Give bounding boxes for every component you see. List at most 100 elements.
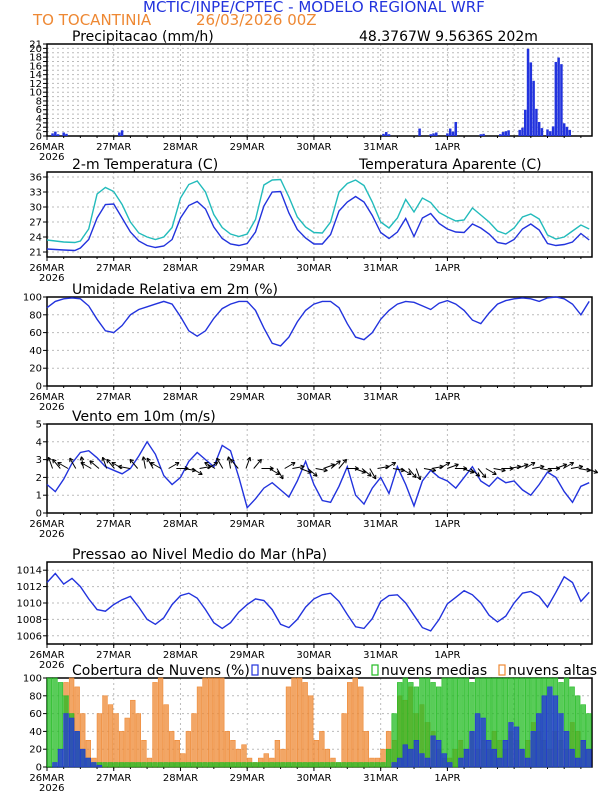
cloud-bar-nuvens-baixas: [469, 731, 475, 768]
cloud-bar-nuvens-baixas: [586, 748, 592, 768]
wind-arrow-head: [484, 473, 487, 478]
cloud-bar-nuvens-medias: [447, 677, 453, 768]
wind-arrow-head: [257, 458, 262, 462]
pressure-ytick-label: 1006: [17, 631, 42, 642]
cloud-bar-nuvens-altas: [102, 695, 108, 768]
cloud-bar-nuvens-medias: [185, 762, 192, 768]
temp-frame: [46, 171, 593, 258]
wind-arrow-head: [493, 470, 497, 475]
cloud-bar-nuvens-altas: [107, 704, 114, 768]
precip-bar: [387, 134, 391, 136]
temp-line-temperatura-aparente-c-: [46, 178, 590, 244]
wind-arrow: [532, 465, 545, 469]
cloud-bar-nuvens-baixas: [91, 762, 97, 768]
precip-ytick-label: 0: [36, 132, 42, 143]
pressure-xtick-label: 27MAR: [96, 650, 131, 661]
precip-bar: [562, 123, 566, 136]
wind-xtick-label: 30MAR: [296, 519, 331, 530]
cloud-bar-nuvens-baixas: [463, 748, 470, 768]
precip-bar: [568, 129, 572, 136]
cloud-bar-nuvens-altas: [185, 731, 192, 768]
precip-bar: [507, 130, 510, 136]
pressure-xtick-label: 29MAR: [230, 650, 265, 661]
rh-ytick-label: 100: [23, 293, 42, 304]
wind-arrow: [142, 456, 146, 469]
wind-arrow-head: [279, 476, 284, 480]
cloud-bar-nuvens-baixas: [530, 731, 536, 768]
clouds-ytick-label: 60: [29, 709, 42, 720]
cloud-bar-nuvens-baixas: [474, 713, 481, 768]
precip-ytick-label: 4: [36, 114, 42, 125]
wind-arrow: [408, 468, 417, 479]
cloud-bar-nuvens-medias: [385, 748, 392, 768]
rh-xtick-label: 30MAR: [296, 392, 331, 403]
cloud-bar-nuvens-baixas: [408, 748, 414, 768]
precip-ytick-label: 12: [29, 79, 42, 90]
temp-xtick-label: 1APR: [434, 263, 460, 274]
cloud-bar-nuvens-baixas: [569, 748, 575, 768]
cloud-bar-nuvens-altas: [224, 731, 230, 768]
cloud-bar-nuvens-baixas: [391, 762, 397, 768]
clouds-ytick-label: 80: [29, 691, 42, 702]
clouds-panel: 0 20 40 60 80 100 26MAR 27MAR 28MAR 29MAR 30MAR 31M…: [23, 663, 597, 792]
cloud-bar-nuvens-medias: [291, 762, 297, 768]
cloud-bar-nuvens-altas: [135, 713, 142, 768]
wind-arrow-head: [372, 476, 377, 480]
wind-ytick-label: 4: [36, 437, 42, 448]
precip-bar: [451, 131, 455, 136]
precip-bar: [521, 127, 524, 136]
wind-arrow-head: [106, 459, 109, 464]
temp-xtick-label: 30MAR: [296, 263, 331, 274]
wind-arrow: [168, 462, 180, 469]
cloud-bar-nuvens-medias: [341, 762, 347, 768]
cloud-bar-nuvens-baixas: [502, 739, 509, 768]
wind-year-label: 2026: [39, 529, 64, 540]
clouds-xtick-label: 29MAR: [230, 773, 265, 784]
cloud-bar-nuvens-altas: [285, 686, 292, 768]
wind-arrow: [330, 460, 341, 469]
wind-arrow-head: [547, 470, 552, 473]
wind-arrow: [47, 457, 54, 469]
cloud-bar-nuvens-baixas: [524, 757, 531, 768]
cloud-bar-nuvens-baixas: [74, 731, 80, 768]
wind-arrow-head: [447, 462, 451, 467]
wind-arrow: [586, 468, 598, 474]
cloud-bar-nuvens-medias: [319, 762, 325, 768]
wind-arrow-head: [369, 472, 372, 477]
wind-ytick-label: 0: [36, 509, 42, 520]
wind-arrow-head: [89, 460, 92, 465]
wind-arrow: [106, 458, 115, 469]
wind-arrow-head: [593, 472, 598, 474]
cloud-bar-nuvens-baixas: [63, 713, 69, 768]
rh-xtick-label: 1APR: [434, 392, 460, 403]
wind-arrow-head: [481, 475, 487, 479]
pressure-ytick-label: 1012: [17, 582, 42, 593]
cloud-bar-nuvens-medias: [224, 762, 230, 768]
wind-line-vento: [46, 440, 590, 510]
wind-arrow-head: [69, 457, 74, 461]
wind-arrow-head: [48, 456, 52, 461]
wind-title: Vento em 10m (m/s): [72, 409, 216, 425]
precip-bar: [51, 133, 54, 136]
cloud-bar-nuvens-altas: [207, 677, 214, 768]
cloud-bar-nuvens-medias: [274, 762, 281, 768]
wind-xtick-label: 28MAR: [163, 519, 198, 530]
precip-bar: [479, 134, 483, 136]
precip-bar: [501, 132, 505, 136]
precip-bar: [384, 132, 388, 136]
precip-xtick-label: 1APR: [434, 142, 460, 153]
cloud-bar-nuvens-medias: [252, 762, 258, 768]
temp-ytick-label: 36: [29, 173, 42, 184]
cloud-bar-nuvens-medias: [458, 677, 464, 768]
wind-arrow: [80, 462, 92, 469]
wind-arrow-head: [571, 462, 575, 467]
cloud-bar-nuvens-altas: [213, 677, 219, 768]
cloud-bar-nuvens-altas: [130, 699, 136, 768]
cloud-legend-label: nuvens baixas: [261, 663, 362, 679]
wind-arrow: [570, 465, 583, 469]
cloud-bar-nuvens-altas: [113, 713, 119, 768]
wind-arrow-head: [89, 460, 94, 463]
wind-arrow-head: [226, 456, 229, 461]
cloud-bar-nuvens-altas: [347, 682, 353, 768]
